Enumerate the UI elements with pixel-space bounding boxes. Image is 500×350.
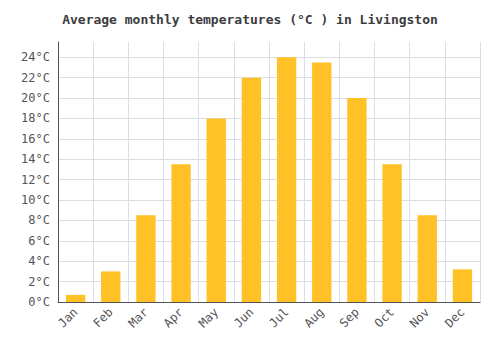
svg-text:Apr: Apr (161, 305, 186, 330)
svg-text:16°C: 16°C (21, 132, 50, 146)
svg-text:Aug: Aug (301, 305, 326, 330)
svg-text:Nov: Nov (407, 305, 432, 330)
svg-text:8°C: 8°C (28, 213, 50, 227)
svg-text:0°C: 0°C (28, 295, 50, 309)
svg-text:20°C: 20°C (21, 91, 50, 105)
svg-text:4°C: 4°C (28, 254, 50, 268)
svg-text:May: May (196, 305, 221, 330)
svg-text:Dec: Dec (442, 305, 467, 330)
svg-text:Jun: Jun (231, 305, 256, 330)
svg-text:14°C: 14°C (21, 152, 50, 166)
svg-text:10°C: 10°C (21, 193, 50, 207)
svg-text:Feb: Feb (90, 305, 115, 330)
svg-text:Jan: Jan (55, 305, 80, 330)
svg-text:Mar: Mar (126, 305, 151, 330)
svg-text:Average monthly temperatures (: Average monthly temperatures (°C ) in Li… (62, 12, 438, 27)
svg-text:2°C: 2°C (28, 275, 50, 289)
svg-text:Oct: Oct (372, 305, 397, 330)
svg-text:Sep: Sep (337, 305, 362, 330)
svg-text:24°C: 24°C (21, 50, 50, 64)
svg-text:Jul: Jul (266, 305, 291, 330)
svg-text:18°C: 18°C (21, 111, 50, 125)
svg-text:12°C: 12°C (21, 173, 50, 187)
svg-text:6°C: 6°C (28, 234, 50, 248)
svg-text:22°C: 22°C (21, 71, 50, 85)
